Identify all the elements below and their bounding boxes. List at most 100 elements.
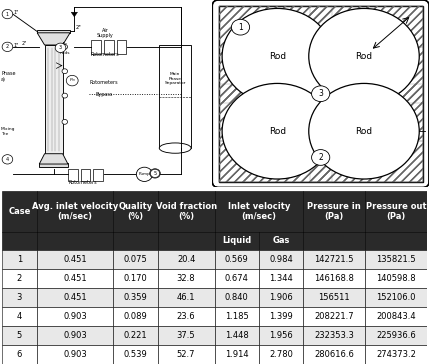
Circle shape	[222, 8, 332, 104]
Bar	[158, 250, 214, 269]
Bar	[214, 250, 259, 269]
Bar	[259, 269, 303, 288]
Bar	[2, 191, 37, 232]
Circle shape	[66, 75, 78, 86]
Bar	[365, 288, 427, 307]
Text: Liquid: Liquid	[222, 236, 251, 245]
Text: 156511: 156511	[318, 293, 350, 302]
Text: 0.674: 0.674	[225, 274, 249, 283]
Text: 1: 1	[6, 12, 9, 16]
Text: 3: 3	[318, 89, 323, 98]
Text: 1": 1"	[13, 43, 18, 48]
Circle shape	[150, 169, 160, 178]
Bar	[113, 345, 158, 364]
Bar	[39, 163, 68, 167]
Text: 135821.5: 135821.5	[376, 255, 416, 264]
Circle shape	[311, 86, 330, 102]
Polygon shape	[39, 154, 68, 164]
Bar	[219, 84, 423, 103]
Text: Pressure in
(Pa): Pressure in (Pa)	[308, 202, 361, 221]
Text: 20.4: 20.4	[177, 255, 195, 264]
Circle shape	[2, 9, 13, 19]
Bar	[214, 288, 259, 307]
Bar	[45, 45, 63, 154]
Text: 1.344: 1.344	[269, 274, 293, 283]
Bar	[158, 232, 214, 250]
Bar	[219, 141, 423, 182]
Bar	[303, 288, 365, 307]
Text: 3: 3	[17, 293, 22, 302]
Bar	[2, 288, 37, 307]
Text: Quality
(%): Quality (%)	[118, 202, 153, 221]
Bar	[303, 307, 365, 326]
Circle shape	[309, 8, 419, 104]
Text: 1.185: 1.185	[225, 312, 248, 321]
Bar	[37, 191, 113, 232]
Bar	[68, 169, 78, 181]
Bar	[303, 232, 365, 250]
Bar	[37, 269, 113, 288]
Bar	[113, 326, 158, 345]
Bar	[365, 191, 427, 232]
Text: 152106.0: 152106.0	[376, 293, 416, 302]
Text: 0.451: 0.451	[63, 255, 87, 264]
Bar	[37, 30, 70, 33]
Text: 208221.7: 208221.7	[314, 312, 354, 321]
Bar	[365, 326, 427, 345]
Bar	[117, 40, 127, 54]
Text: 146168.8: 146168.8	[314, 274, 354, 283]
Text: 3: 3	[59, 45, 62, 50]
Circle shape	[62, 119, 67, 124]
Text: 52.7: 52.7	[177, 350, 195, 359]
FancyBboxPatch shape	[212, 0, 429, 187]
Text: Rotometers: Rotometers	[91, 52, 119, 57]
Text: 0.170: 0.170	[124, 274, 147, 283]
Text: 1.914: 1.914	[225, 350, 248, 359]
Bar	[113, 250, 158, 269]
Bar	[214, 307, 259, 326]
Bar	[158, 269, 214, 288]
Bar	[37, 345, 113, 364]
Bar	[37, 232, 113, 250]
Text: Rod: Rod	[269, 52, 286, 61]
Text: 0.359: 0.359	[124, 293, 147, 302]
Text: 23.6: 23.6	[177, 312, 196, 321]
Text: 1": 1"	[13, 10, 18, 15]
Bar	[37, 326, 113, 345]
Text: Mixing
Tee: Mixing Tee	[1, 127, 15, 136]
Text: Pump: Pump	[139, 172, 150, 176]
Bar	[113, 307, 158, 326]
Bar	[365, 345, 427, 364]
Text: Gas: Gas	[272, 236, 290, 245]
Text: Inlet velocity
(m/sec): Inlet velocity (m/sec)	[228, 202, 290, 221]
Text: 1: 1	[17, 255, 22, 264]
Text: 0.903: 0.903	[63, 350, 87, 359]
Bar	[2, 250, 37, 269]
Bar	[37, 307, 113, 326]
Circle shape	[2, 42, 13, 52]
Text: 4: 4	[17, 312, 22, 321]
Bar	[259, 307, 303, 326]
Bar	[214, 345, 259, 364]
Text: 142721.5: 142721.5	[314, 255, 354, 264]
Text: 5: 5	[17, 331, 22, 340]
Text: 6: 6	[17, 350, 22, 359]
Text: 0.451: 0.451	[63, 274, 87, 283]
Bar	[303, 269, 365, 288]
Text: 32.8: 32.8	[177, 274, 196, 283]
Bar	[37, 250, 113, 269]
Text: Avg. inlet velocity
(m/sec): Avg. inlet velocity (m/sec)	[32, 202, 118, 221]
Bar	[365, 269, 427, 288]
Text: 0.451: 0.451	[63, 293, 87, 302]
Bar	[2, 232, 37, 250]
Text: 200843.4: 200843.4	[376, 312, 416, 321]
Bar	[2, 269, 37, 288]
Bar	[158, 326, 214, 345]
Text: Rod: Rod	[356, 52, 372, 61]
Bar	[113, 288, 158, 307]
Bar	[104, 40, 114, 54]
Bar	[158, 307, 214, 326]
Bar	[113, 232, 158, 250]
Circle shape	[62, 93, 67, 98]
Bar	[159, 45, 191, 148]
